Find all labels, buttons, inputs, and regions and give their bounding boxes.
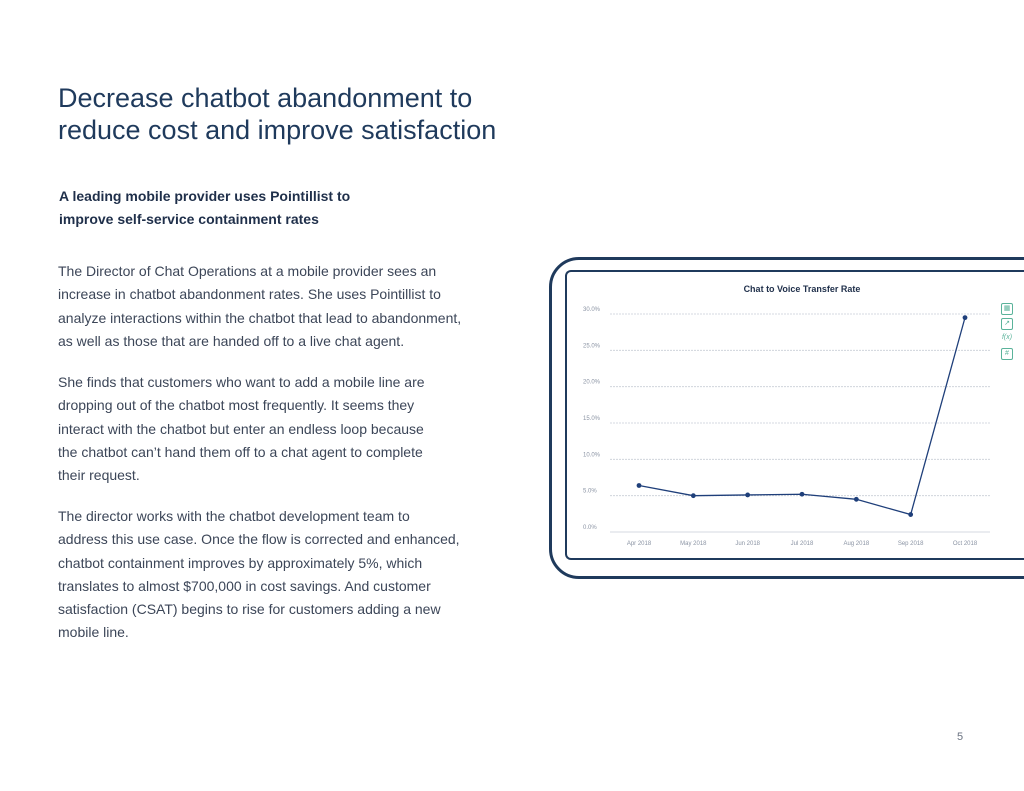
y-tick-label: 15.0% (583, 416, 601, 422)
y-tick-label: 0.0% (583, 525, 597, 531)
data-point[interactable] (690, 493, 696, 499)
y-tick-label: 10.0% (583, 452, 601, 458)
side-toolbar: ▦ ↗ f(x) # (1001, 303, 1017, 363)
data-point[interactable] (853, 496, 859, 502)
x-tick-label: Sep 2018 (898, 541, 924, 547)
x-tick-label: Jul 2018 (791, 541, 814, 547)
data-point[interactable] (745, 492, 751, 498)
paragraph-line: their request. (58, 467, 140, 484)
page-title: Decrease chatbot abandonment to reduce c… (58, 82, 618, 146)
data-point[interactable] (636, 483, 642, 488)
paragraph-line: satisfaction (CSAT) begins to rise for c… (58, 601, 441, 618)
title-line-2: reduce cost and improve satisfaction (58, 115, 497, 145)
table-icon[interactable]: ▦ (1001, 303, 1013, 315)
chart-icon[interactable]: ↗ (1001, 318, 1013, 330)
paragraph-3: The director works with the chatbot deve… (58, 505, 528, 645)
x-tick-label: May 2018 (680, 541, 707, 547)
paragraph-line: analyze interactions within the chatbot … (58, 309, 462, 326)
tablet-device-frame (549, 257, 1024, 579)
function-icon[interactable]: f(x) (1001, 334, 1013, 341)
chart-title: Chat to Voice Transfer Rate (744, 284, 861, 294)
paragraph-line: interact with the chatbot but enter an e… (58, 420, 424, 437)
subheading-line-1: A leading mobile provider uses Pointilli… (59, 188, 351, 204)
x-tick-label: Aug 2018 (843, 541, 869, 547)
paragraph-line: address this use case. Once the flow is … (58, 531, 460, 548)
paragraph-1: The Director of Chat Operations at a mob… (58, 260, 528, 353)
data-point[interactable] (908, 512, 914, 517)
y-tick-label: 30.0% (583, 307, 601, 313)
y-tick-label: 5.0% (583, 489, 597, 495)
series-line (638, 317, 966, 516)
tablet-screen (565, 270, 1024, 560)
y-tick-label: 25.0% (583, 343, 601, 349)
paragraph-line: She finds that customers who want to add… (58, 374, 425, 390)
x-tick-label: Apr 2018 (627, 541, 652, 547)
paragraph-line: dropping out of the chatbot most frequen… (58, 397, 415, 414)
paragraph-line: increase in chatbot abandonment rates. S… (58, 286, 441, 303)
data-point[interactable] (962, 315, 968, 321)
y-tick-label: 20.0% (583, 380, 601, 386)
paragraph-line: translates to almost $700,000 in cost sa… (58, 577, 431, 594)
paragraph-line: the chatbot can’t hand them off to a cha… (58, 443, 423, 460)
number-icon[interactable]: # (1001, 348, 1013, 360)
subheading-line-2: improve self-service containment rates (59, 211, 319, 227)
title-line-1: Decrease chatbot abandonment to (58, 83, 473, 113)
paragraph-line: The Director of Chat Operations at a mob… (58, 263, 437, 279)
paragraph-line: The director works with the chatbot deve… (58, 508, 410, 524)
x-tick-label: Oct 2018 (953, 541, 978, 547)
paragraph-line: as well as those that are handed off to … (58, 332, 405, 349)
paragraph-2: She finds that customers who want to add… (58, 371, 528, 487)
page-number: 5 (957, 731, 964, 743)
paragraph-line: mobile line. (58, 624, 129, 641)
subheading: A leading mobile provider uses Pointilli… (59, 185, 479, 231)
x-tick-label: Jun 2018 (735, 541, 760, 547)
paragraph-line: chatbot containment improves by approxim… (58, 554, 423, 571)
data-point[interactable] (799, 491, 805, 497)
